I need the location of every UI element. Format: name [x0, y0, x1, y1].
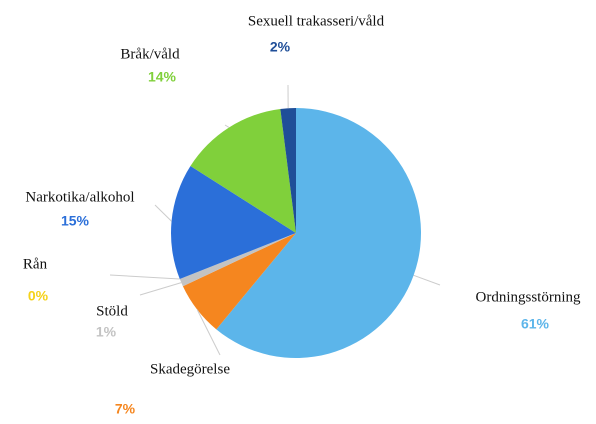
- pie-slice: [182, 233, 296, 330]
- slice-percent: 7%: [115, 401, 136, 417]
- pie-slice: [280, 108, 296, 233]
- slice-name: Narkotika/alkohol: [25, 189, 134, 205]
- slice-name: Bråk/våld: [120, 46, 180, 62]
- slice-percent: 61%: [521, 316, 550, 332]
- pie-slice: [179, 233, 296, 287]
- pie-slice: [179, 233, 296, 280]
- slice-percent: 0%: [28, 288, 49, 304]
- leader-line: [109, 274, 180, 280]
- slice-name: Stöld: [96, 303, 128, 319]
- slice-percent: 15%: [61, 213, 90, 229]
- slice-name: Ordningsstörning: [476, 289, 582, 305]
- pie-slice: [170, 166, 296, 280]
- slice-percent: 14%: [148, 69, 177, 85]
- leader-line: [413, 274, 441, 286]
- leader-line: [196, 309, 221, 356]
- slice-percent: 2%: [270, 39, 291, 55]
- slice-percent: 1%: [96, 324, 117, 340]
- slice-name: Sexuell trakasseri/våld: [248, 13, 385, 29]
- slice-name: Skadegörelse: [150, 361, 230, 377]
- leader-line: [224, 124, 230, 128]
- slice-name: Rån: [23, 256, 48, 272]
- pie-slice: [190, 108, 296, 233]
- leader-line: [154, 204, 172, 222]
- pie-slice: [216, 108, 422, 359]
- leader-line: [139, 282, 182, 296]
